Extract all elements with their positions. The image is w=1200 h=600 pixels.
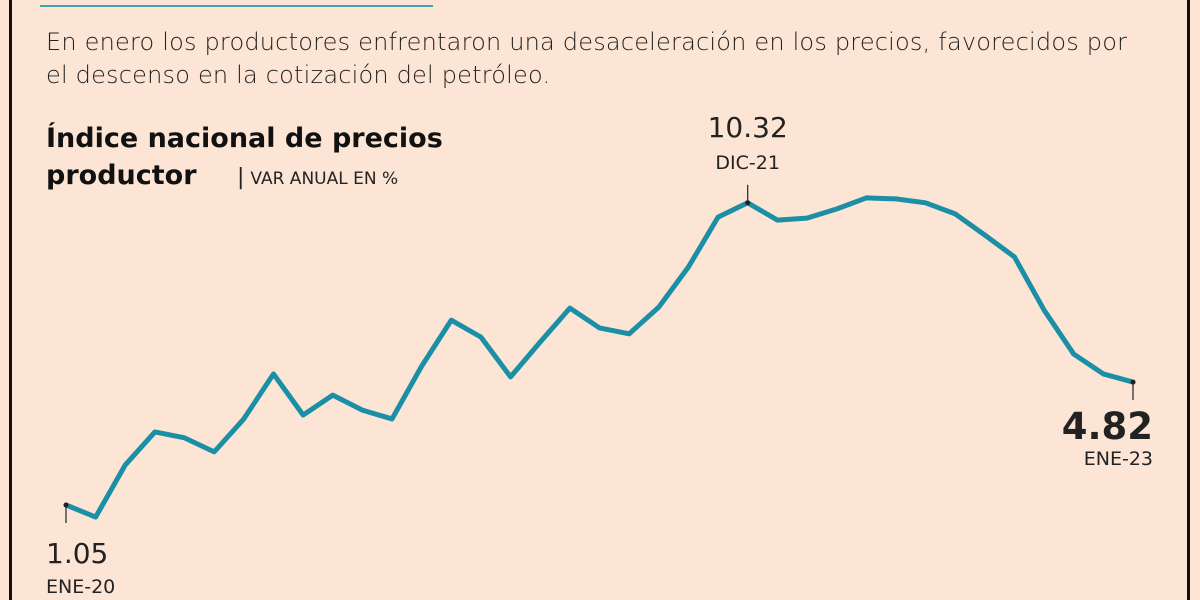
annotation-value: 4.82 [1062,405,1153,448]
annotation-date-label: ENE-20 [46,576,115,598]
annotation-value: 1.05 [46,537,108,570]
left-border [9,0,12,600]
right-border [1187,0,1190,600]
chart-title-block: Índice nacional de precios productor [46,120,486,194]
annotation-date-label: DIC-21 [715,152,780,174]
series-line [63,195,1136,520]
unit-wrap: | VAR ANUAL EN % [233,157,398,198]
chart-title: Índice nacional de precios productor [46,123,443,191]
annotation-date-label: ENE-23 [1084,448,1153,470]
annotation-value: 10.32 [708,111,788,144]
subtitle: En enero los productores enfrentaron una… [46,28,1128,89]
separator: | [237,165,245,190]
header-underline [40,5,433,7]
unit-label: VAR ANUAL EN % [250,169,399,189]
